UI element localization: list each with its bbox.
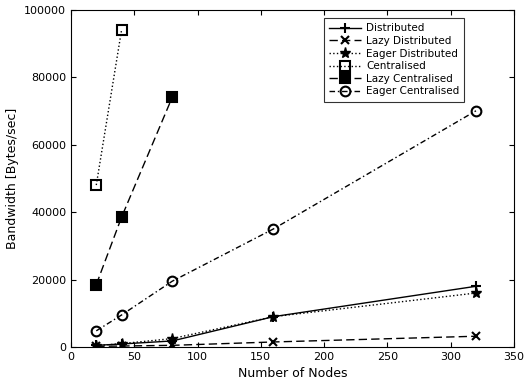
Legend: Distributed, Lazy Distributed, Eager Distributed, Centralised, Lazy Centralised,: Distributed, Lazy Distributed, Eager Dis…: [324, 18, 464, 102]
Distributed: [118, 342, 125, 346]
Eager Distributed: [473, 291, 479, 295]
Centralised: [93, 183, 100, 187]
Distributed: [473, 284, 479, 289]
Lazy Distributed: [169, 343, 175, 348]
Eager Distributed: [270, 314, 277, 319]
Lazy Centralised: [118, 215, 125, 219]
Eager Centralised: [93, 328, 100, 333]
Line: Eager Centralised: Eager Centralised: [91, 106, 481, 336]
Lazy Distributed: [118, 344, 125, 348]
Distributed: [169, 339, 175, 343]
Lazy Distributed: [473, 334, 479, 339]
Line: Distributed: Distributed: [91, 281, 481, 350]
Lazy Centralised: [93, 282, 100, 287]
Eager Distributed: [169, 336, 175, 341]
Lazy Distributed: [270, 340, 277, 344]
Eager Centralised: [270, 227, 277, 231]
Line: Centralised: Centralised: [91, 25, 127, 190]
X-axis label: Number of Nodes: Number of Nodes: [238, 367, 347, 381]
Eager Distributed: [93, 344, 100, 348]
Lazy Distributed: [93, 344, 100, 349]
Line: Lazy Distributed: Lazy Distributed: [92, 332, 480, 350]
Eager Centralised: [169, 279, 175, 284]
Eager Distributed: [118, 341, 125, 346]
Eager Centralised: [473, 108, 479, 113]
Y-axis label: Bandwidth [Bytes/sec]: Bandwidth [Bytes/sec]: [5, 108, 19, 249]
Line: Eager Distributed: Eager Distributed: [91, 288, 482, 351]
Lazy Centralised: [169, 95, 175, 100]
Distributed: [93, 343, 100, 348]
Line: Lazy Centralised: Lazy Centralised: [91, 92, 177, 290]
Centralised: [118, 27, 125, 32]
Eager Centralised: [118, 313, 125, 317]
Distributed: [270, 314, 277, 319]
